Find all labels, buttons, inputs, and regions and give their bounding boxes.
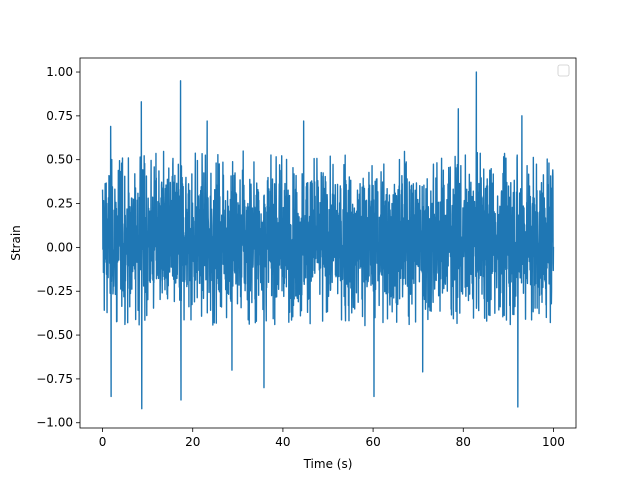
x-tick-label: 0 <box>99 435 107 449</box>
y-tick-label: 0.75 <box>46 109 73 123</box>
legend-box <box>557 64 570 77</box>
x-tick-label: 100 <box>542 435 565 449</box>
y-tick-label: −0.75 <box>36 372 73 386</box>
x-axis-label: Time (s) <box>303 457 353 471</box>
y-axis: −1.00 −0.75 −0.50 −0.25 0.00 0.25 0.50 0.75 1.00 <box>36 65 80 430</box>
y-tick-label: −0.25 <box>36 284 73 298</box>
strain-series-line <box>101 71 555 410</box>
plot-frame <box>79 57 577 429</box>
y-tick-label: 1.00 <box>46 65 73 79</box>
series-layer <box>101 71 555 410</box>
y-tick-label: 0.25 <box>46 197 73 211</box>
x-tick-label: 80 <box>456 435 471 449</box>
y-tick-label: −1.00 <box>36 416 73 430</box>
x-tick-label: 60 <box>365 435 380 449</box>
x-tick-label: 20 <box>185 435 200 449</box>
y-tick-label: −0.50 <box>36 328 73 342</box>
x-tick-label: 40 <box>275 435 290 449</box>
x-axis: 0 20 40 60 80 100 <box>99 428 565 449</box>
y-tick-label: 0.50 <box>46 153 73 167</box>
y-tick-label: 0.00 <box>46 240 73 254</box>
y-axis-label: Strain <box>9 225 23 261</box>
